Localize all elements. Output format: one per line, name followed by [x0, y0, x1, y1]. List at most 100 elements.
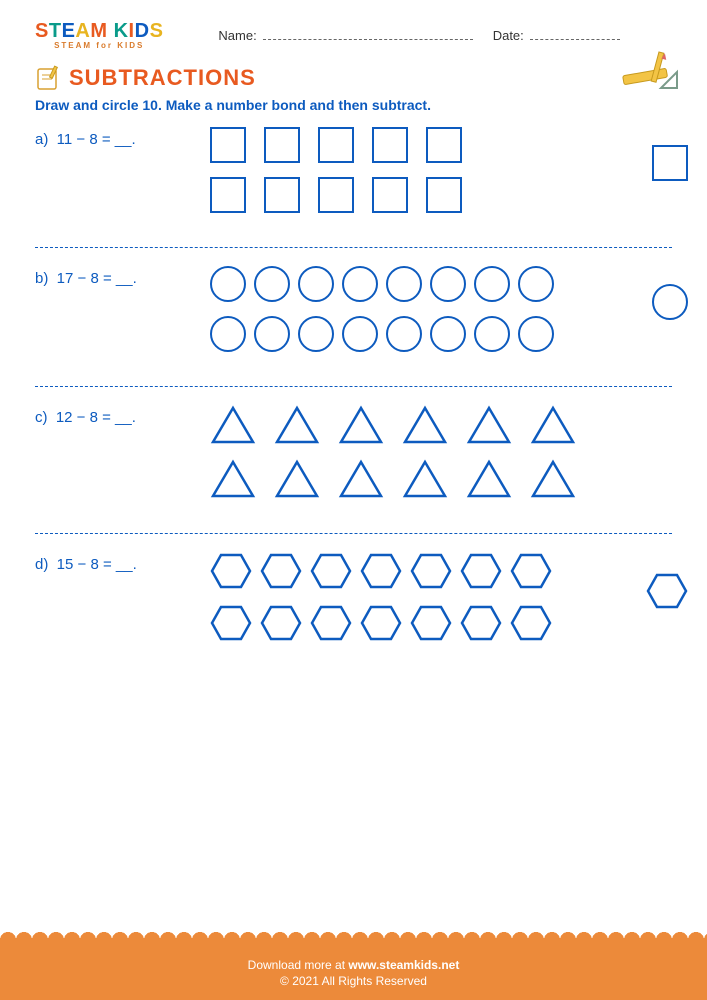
circle-shape	[342, 316, 378, 352]
triangle-shape	[466, 459, 512, 499]
logo-subtitle: STEAM for KIDS	[35, 41, 163, 50]
header-row: STEAM KIDS STEAM for KIDS Name: Date:	[35, 20, 672, 50]
date-label: Date:	[493, 28, 524, 43]
hexagon-shape	[460, 552, 502, 590]
hexagon-shape	[646, 572, 688, 610]
hexagon-shape	[510, 552, 552, 590]
triangle-shape	[402, 459, 448, 499]
triangle-shape	[402, 405, 448, 445]
shape-row	[210, 405, 640, 445]
hexagon-shape	[260, 604, 302, 642]
section-divider	[35, 247, 672, 248]
hexagon-shape	[310, 552, 352, 590]
hexagon-shape	[460, 604, 502, 642]
extra-shape	[646, 572, 688, 610]
title-row: SUBTRACTIONS	[35, 65, 672, 91]
circle-shape	[386, 266, 422, 302]
shape-row	[210, 177, 640, 213]
footer-line1: Download more at www.steamkids.net	[0, 958, 707, 972]
square-shape	[652, 145, 688, 181]
hexagon-shape	[360, 552, 402, 590]
circle-shape	[298, 266, 334, 302]
problem-block: c) 12 − 8 = __.	[35, 401, 672, 525]
circle-shape	[518, 316, 554, 352]
logo-text: STEAM KIDS	[35, 20, 163, 43]
triangle-shape	[210, 459, 256, 499]
triangle-shape	[274, 459, 320, 499]
name-label: Name:	[218, 28, 256, 43]
shapes-area	[210, 127, 640, 227]
triangle-shape	[530, 405, 576, 445]
problems-list: a) 11 − 8 = __. b) 17 − 8 = __. c) 12 − 8 …	[35, 123, 672, 668]
shapes-area	[210, 552, 640, 656]
circle-shape	[430, 316, 466, 352]
logo: STEAM KIDS STEAM for KIDS	[35, 20, 163, 50]
footer-link[interactable]: www.steamkids.net	[348, 958, 459, 972]
hexagon-shape	[360, 604, 402, 642]
hexagon-shape	[510, 604, 552, 642]
name-input-line[interactable]	[263, 28, 473, 40]
circle-shape	[518, 266, 554, 302]
circle-shape	[474, 266, 510, 302]
instruction-text: Draw and circle 10. Make a number bond a…	[35, 97, 672, 113]
problem-block: b) 17 − 8 = __.	[35, 262, 672, 378]
circle-shape	[254, 316, 290, 352]
problem-expression: a) 11 − 8 = __.	[35, 127, 210, 148]
circle-shape	[430, 266, 466, 302]
square-shape	[426, 177, 462, 213]
shape-row	[210, 604, 640, 642]
shape-row	[210, 266, 640, 302]
square-shape	[210, 127, 246, 163]
name-field: Name:	[218, 28, 472, 43]
footer-line2: © 2021 All Rights Reserved	[0, 974, 707, 988]
problem-expression: c) 12 − 8 = __.	[35, 405, 210, 426]
circle-shape	[342, 266, 378, 302]
section-divider	[35, 533, 672, 534]
hexagon-shape	[210, 552, 252, 590]
circle-shape	[386, 316, 422, 352]
triangle-shape	[274, 405, 320, 445]
problem-expression: d) 15 − 8 = __.	[35, 552, 210, 573]
footer: Download more at www.steamkids.net © 202…	[0, 940, 707, 1000]
square-shape	[372, 127, 408, 163]
date-field: Date:	[493, 28, 620, 43]
square-shape	[318, 127, 354, 163]
triangle-shape	[338, 459, 384, 499]
shape-row	[210, 127, 640, 163]
date-input-line[interactable]	[530, 28, 620, 40]
extra-shape	[652, 145, 688, 181]
square-shape	[372, 177, 408, 213]
shapes-area	[210, 405, 640, 513]
square-shape	[426, 127, 462, 163]
triangle-shape	[530, 459, 576, 499]
circle-shape	[254, 266, 290, 302]
hexagon-shape	[310, 604, 352, 642]
circle-shape	[298, 316, 334, 352]
square-shape	[210, 177, 246, 213]
problem-expression: b) 17 − 8 = __.	[35, 266, 210, 287]
square-shape	[318, 177, 354, 213]
problem-block: d) 15 − 8 = __.	[35, 548, 672, 668]
square-shape	[264, 127, 300, 163]
notepad-icon	[35, 65, 61, 91]
square-shape	[264, 177, 300, 213]
circle-shape	[474, 316, 510, 352]
circle-shape	[210, 316, 246, 352]
hexagon-shape	[260, 552, 302, 590]
circle-shape	[210, 266, 246, 302]
triangle-shape	[338, 405, 384, 445]
section-divider	[35, 386, 672, 387]
triangle-shape	[466, 405, 512, 445]
shape-row	[210, 552, 640, 590]
ruler-pencil-icon	[619, 50, 679, 95]
hexagon-shape	[410, 604, 452, 642]
problem-block: a) 11 − 8 = __.	[35, 123, 672, 239]
shape-row	[210, 459, 640, 499]
page-title: SUBTRACTIONS	[69, 65, 256, 91]
extra-shape	[652, 284, 688, 320]
hexagon-shape	[210, 604, 252, 642]
shape-row	[210, 316, 640, 352]
triangle-shape	[210, 405, 256, 445]
footer-scallop	[0, 932, 707, 948]
circle-shape	[652, 284, 688, 320]
